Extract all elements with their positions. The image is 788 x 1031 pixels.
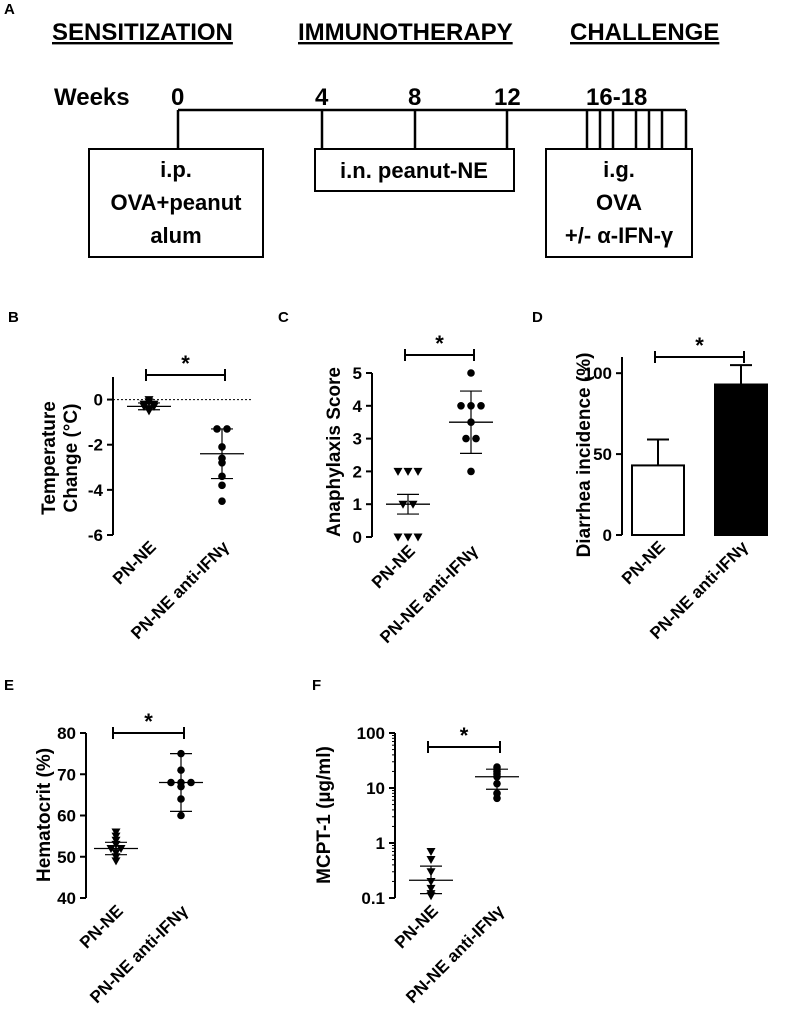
- category-label-e: PN-NE: [76, 901, 127, 952]
- data-point-b-1: [144, 398, 154, 407]
- phase-immunotherapy: IMMUNOTHERAPY: [298, 19, 513, 46]
- week-tick-8: 8: [408, 84, 421, 111]
- data-point-f-2: [493, 794, 501, 803]
- y-axis-label-d: Diarrhea incidence (%): [574, 353, 595, 558]
- challenge-ticks: [585, 110, 688, 150]
- data-point-f-1: [426, 848, 436, 857]
- panel-label-b: B: [8, 309, 19, 326]
- panel-label-d: D: [532, 309, 543, 326]
- box-sensitization-line-3: alum: [150, 223, 201, 248]
- y-tick-label-e: 40: [57, 889, 76, 908]
- phase-sensitization: SENSITIZATION: [52, 19, 233, 46]
- y-tick-label-c: 5: [353, 364, 362, 383]
- week-tick-4: 4: [315, 84, 329, 111]
- y-tick-label-b: -2: [88, 436, 103, 455]
- y-tick-label-d: 50: [593, 445, 612, 464]
- y-tick-label-e: 60: [57, 807, 76, 826]
- significance-star-f: *: [460, 723, 469, 748]
- data-point-b-2: [218, 497, 226, 505]
- box-challenge: [545, 148, 693, 258]
- data-point-c-1: [393, 467, 403, 476]
- y-tick-label-f: 0.1: [361, 889, 385, 908]
- significance-star-e: *: [144, 709, 153, 734]
- y-tick-label-f: 100: [357, 724, 385, 743]
- significance-star-b: *: [181, 351, 190, 376]
- charts-group: B 0 -2 -4 -6 Temperature Change (°C) PN-NE PN-NE…: [4, 309, 768, 1007]
- bar-d-1: [631, 464, 685, 536]
- y-tick-label-f: 1: [376, 834, 385, 853]
- data-point-e-1: [111, 857, 121, 866]
- week-tick-12: 12: [494, 84, 521, 111]
- data-point-e-1: [111, 832, 121, 841]
- bar-d-2: [714, 383, 768, 536]
- data-point-e-1: [111, 836, 121, 845]
- y-axis-label-b: Temperature: [39, 401, 60, 515]
- data-point-c-1: [403, 467, 413, 476]
- data-point-c-1: [403, 533, 413, 542]
- y-tick-label-c: 4: [353, 397, 363, 416]
- significance-star-c: *: [435, 331, 444, 356]
- y-tick-label-c: 0: [353, 528, 362, 547]
- data-point-c-2: [477, 402, 485, 410]
- panel-label-c: C: [278, 309, 289, 326]
- box-sensitization-line-1: i.p.: [160, 157, 192, 182]
- data-point-c-2: [457, 402, 465, 410]
- y-axis-label-c: Anaphylaxis Score: [324, 367, 345, 537]
- significance-star-d: *: [695, 333, 704, 358]
- y-tick-label-b: -4: [88, 481, 104, 500]
- box-sensitization-line-2: OVA+peanut: [110, 190, 242, 215]
- y-tick-label-d: 100: [584, 364, 612, 383]
- box-immunotherapy-line-1: i.n. peanut-NE: [340, 158, 488, 183]
- data-point-c-2: [472, 434, 480, 443]
- box-immunotherapy: [314, 148, 515, 192]
- y-tick-label-b: 0: [94, 391, 103, 410]
- data-point-c-2: [467, 369, 475, 377]
- phase-challenge: CHALLENGE: [570, 19, 719, 46]
- category-label-c: PN-NE: [368, 541, 419, 592]
- category-label-b: PN-NE: [109, 537, 160, 588]
- data-point-e-1: [111, 828, 121, 837]
- panel-label-f: F: [312, 677, 321, 694]
- y-tick-label-e: 70: [57, 765, 76, 784]
- box-challenge-line-2: OVA: [596, 190, 642, 215]
- y-tick-label-e: 80: [57, 724, 76, 743]
- y-axis-label-f: MCPT-1 (µg/ml): [314, 746, 335, 884]
- data-point-f-1: [426, 856, 436, 865]
- panel-label-e: E: [4, 677, 14, 694]
- data-point-c-1: [393, 533, 403, 542]
- weeks-label: Weeks: [54, 84, 130, 111]
- week-tick-0: 0: [171, 84, 184, 111]
- y-axis-label-b: Change (°C): [61, 404, 82, 513]
- y-tick-label-c: 3: [353, 430, 362, 449]
- y-tick-label-c: 2: [353, 462, 362, 481]
- data-point-c-1: [413, 533, 423, 542]
- timeline-panel: A SENSITIZATION IMMUNOTHERAPY CHALLENGE …: [4, 1, 719, 258]
- week-tick-16-18: 16-18: [586, 84, 647, 111]
- y-tick-label-d: 0: [603, 526, 612, 545]
- y-tick-label-b: -6: [88, 526, 103, 545]
- data-point-c-2: [467, 467, 475, 476]
- y-axis-label-e: Hematocrit (%): [34, 748, 55, 882]
- box-challenge-line-3: +/- α-IFN-γ: [565, 223, 674, 248]
- box-sensitization: [88, 148, 264, 258]
- data-point-c-2: [462, 434, 470, 443]
- panel-label-a: A: [4, 1, 15, 18]
- data-point-e-2: [177, 811, 185, 820]
- category-label-d: PN-NE: [618, 537, 669, 588]
- data-point-c-1: [413, 467, 423, 476]
- y-tick-label-e: 50: [57, 848, 76, 867]
- category-label-f: PN-NE: [391, 901, 442, 952]
- data-point-b-2: [218, 481, 226, 490]
- y-tick-label-c: 1: [353, 495, 362, 514]
- box-challenge-line-1: i.g.: [603, 157, 635, 182]
- y-tick-label-f: 10: [366, 779, 385, 798]
